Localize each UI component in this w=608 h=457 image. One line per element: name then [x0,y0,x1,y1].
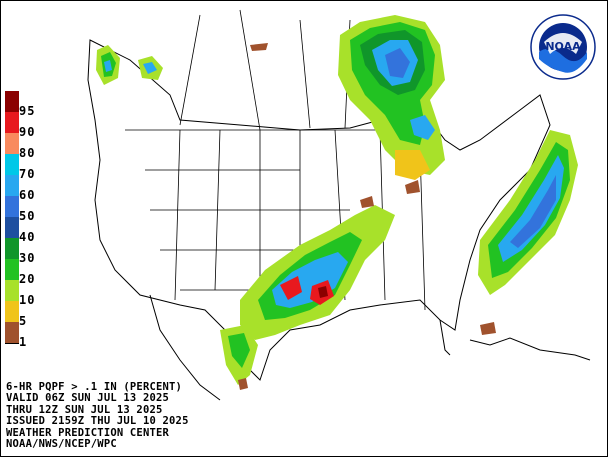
caption-center: WEATHER PREDICTION CENTER [6,426,170,439]
legend-label-80: 80 [19,146,36,160]
pqpf-low-probability [238,43,496,390]
legend-label-95: 95 [19,104,36,118]
political-borders [125,9,426,311]
legend-swatch-70 [5,154,19,175]
legend-swatch-95 [5,91,19,112]
legend-swatch-20 [5,259,19,280]
legend-swatch-10 [5,280,19,301]
pqpf-pacific-nw [96,45,163,85]
caption-product: 6-HR PQPF > .1 IN (PERCENT) [6,381,183,393]
legend-swatch-40 [5,217,19,238]
legend-swatch-30 [5,238,19,259]
legend-swatch-5 [5,301,19,322]
pqpf-atlantic [478,130,578,295]
legend-label-5: 5 [19,314,28,328]
legend-label-40: 40 [19,230,36,244]
legend-label-60: 60 [19,188,36,202]
legend-swatch-90 [5,112,19,133]
legend-label-70: 70 [19,167,36,181]
legend-label-30: 30 [19,251,36,265]
noaa-logo: NOAA [530,14,596,80]
legend-swatch-1 [5,322,19,343]
legend-swatch-0 [5,343,19,365]
legend-swatch-60 [5,175,19,196]
logo-text: NOAA [545,40,581,53]
caption-issued: ISSUED 2159Z THU JUL 10 2025 [6,415,189,428]
legend-swatch-80 [5,133,19,154]
legend-label-90: 90 [19,125,36,139]
caption-agency: NOAA/NWS/NCEP/WPC [6,438,117,451]
pqpf-south-central [220,205,395,385]
legend-label-50: 50 [19,209,36,223]
legend-label-1: 1 [19,335,28,349]
caption-valid-start: VALID 06Z SUN JUL 13 2025 [6,392,170,405]
legend-label-20: 20 [19,272,36,286]
legend-swatch-50 [5,196,19,217]
pqpf-north [338,15,445,180]
caption-valid-end: THRU 12Z SUN JUL 13 2025 [6,403,163,416]
legend-label-10: 10 [19,293,36,307]
map-caption: 6-HR PQPF > .1 IN (PERCENT) VALID 06Z SUN… [6,381,189,451]
probability-legend [5,91,19,365]
